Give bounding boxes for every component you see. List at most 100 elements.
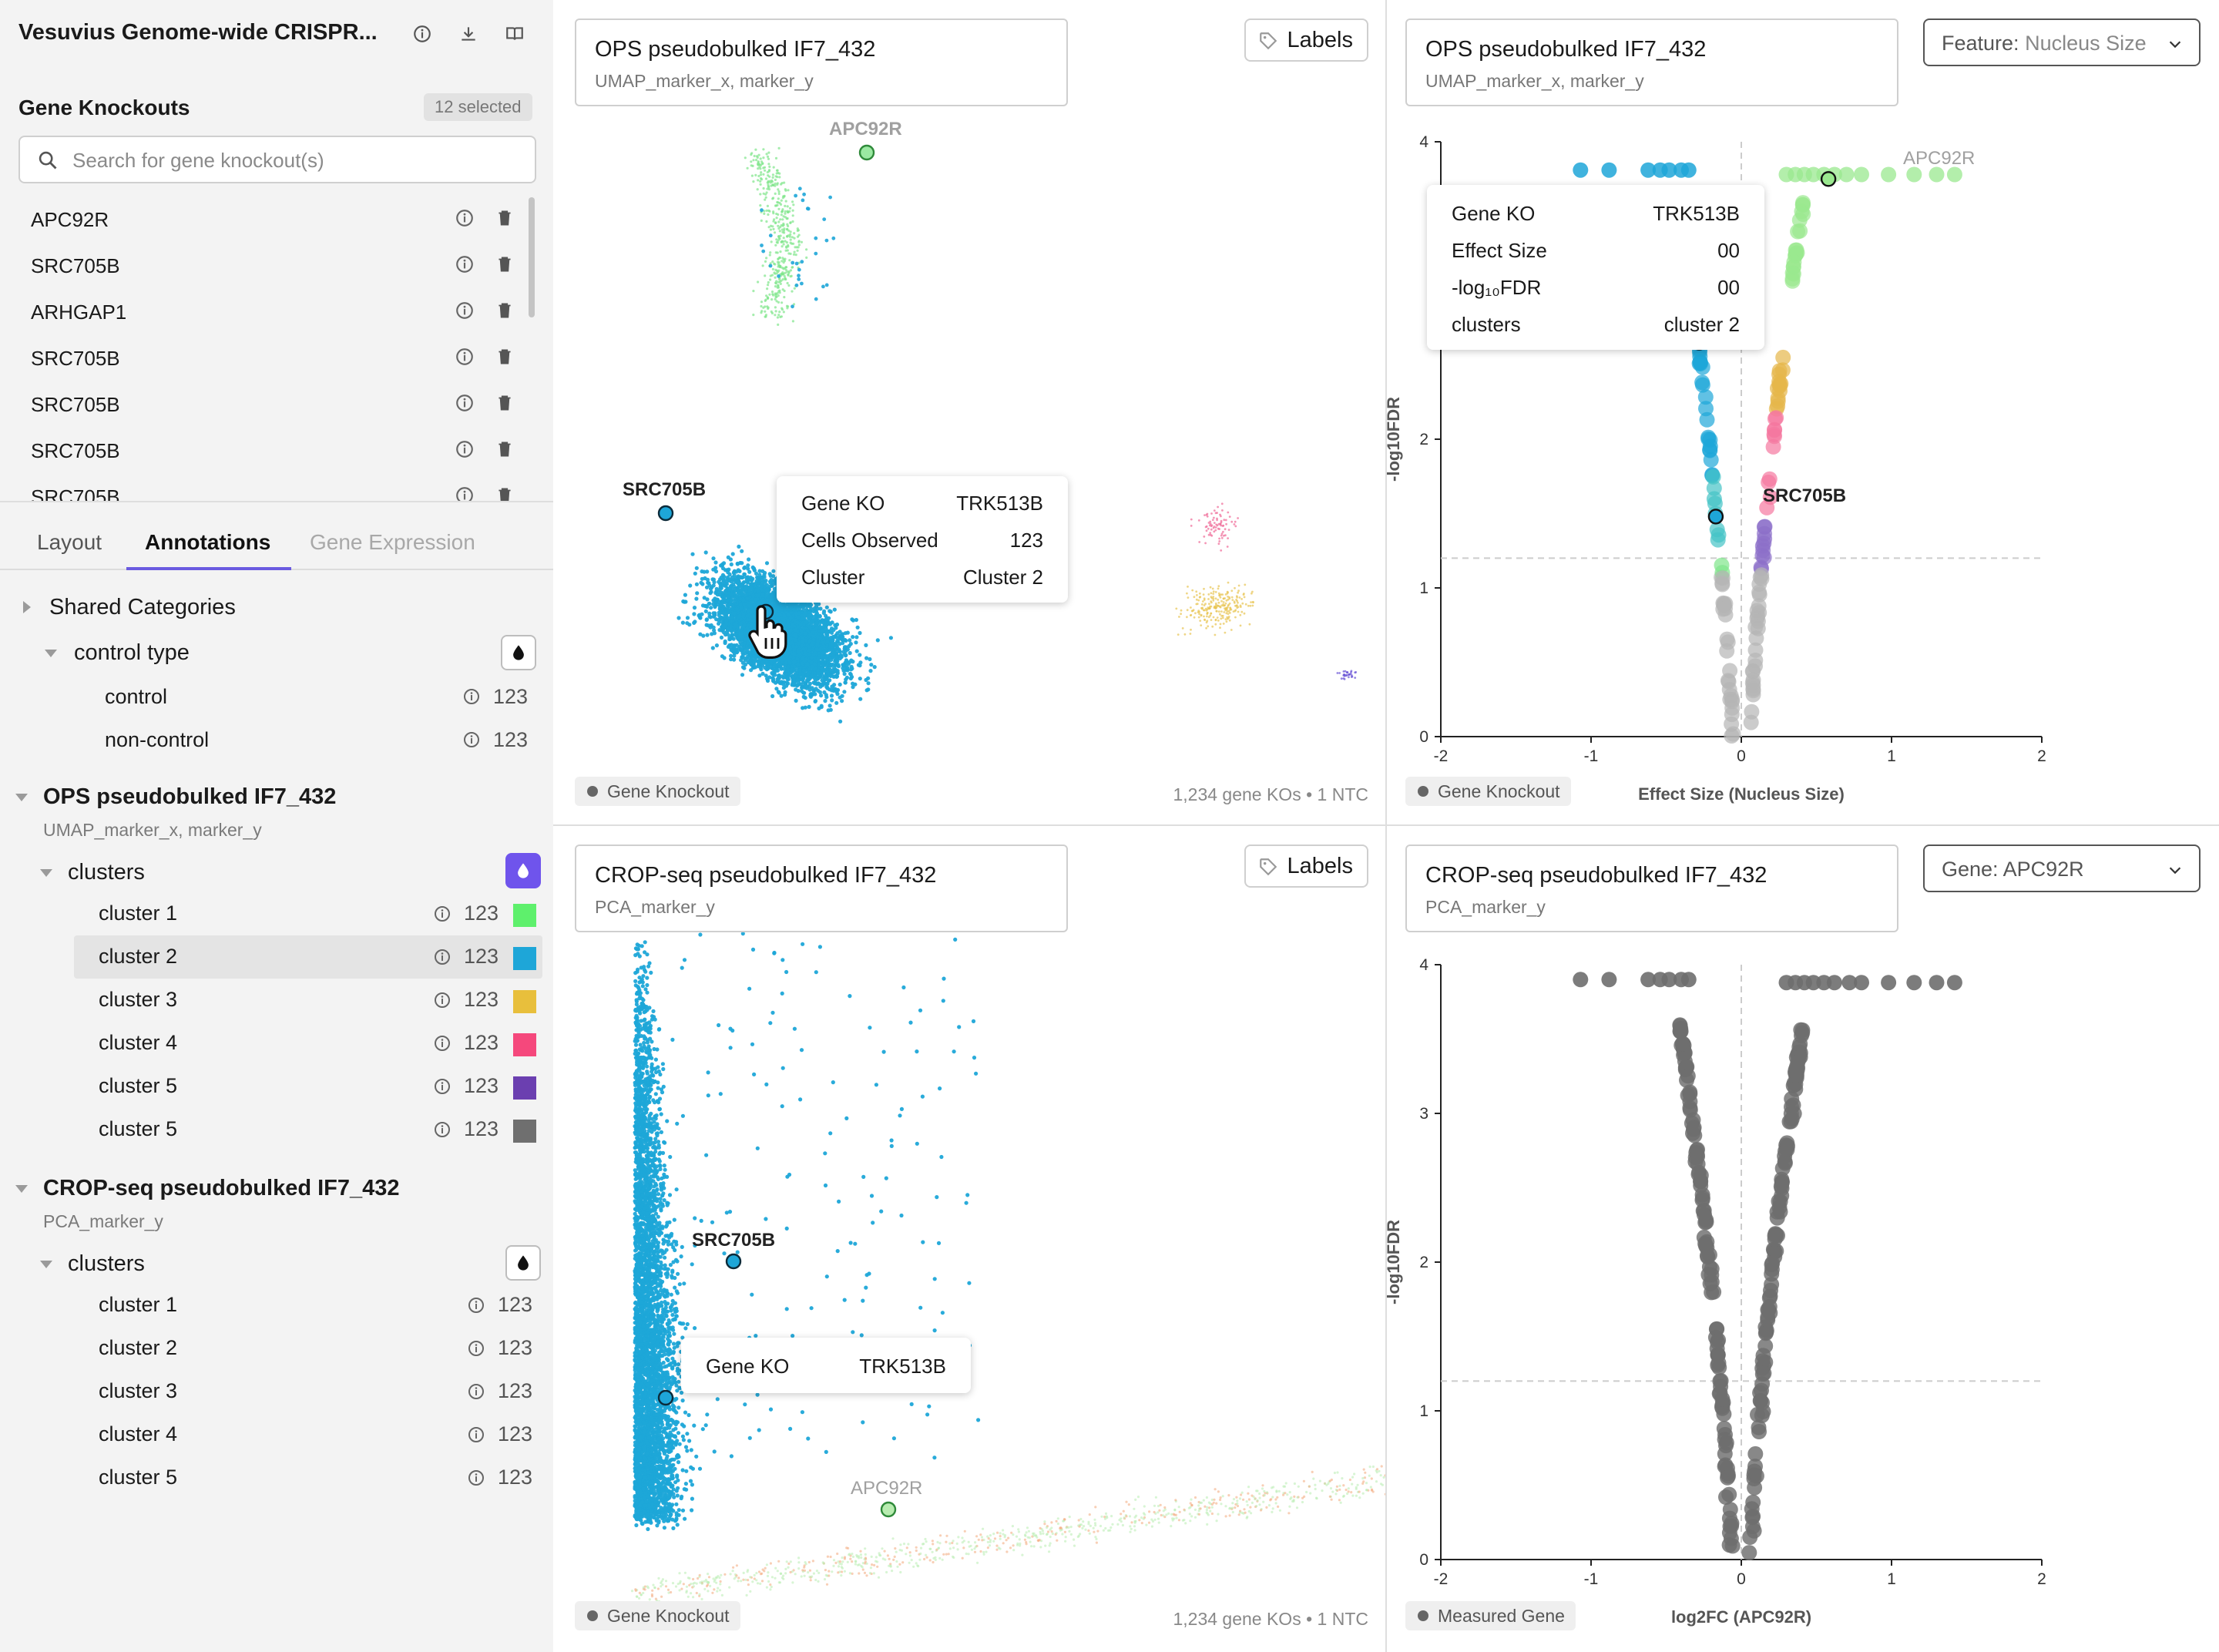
umap-point[interactable] bbox=[776, 690, 781, 694]
collapse-caret-icon[interactable] bbox=[15, 794, 28, 801]
umap-point[interactable] bbox=[703, 603, 707, 609]
umap-point[interactable] bbox=[727, 637, 732, 642]
umap-point[interactable] bbox=[703, 609, 708, 614]
umap-point[interactable] bbox=[795, 605, 800, 609]
umap-point[interactable] bbox=[800, 656, 804, 660]
crop-cluster-item[interactable]: cluster 5 bbox=[99, 1466, 178, 1489]
umap-point[interactable] bbox=[813, 699, 817, 704]
gene-search-input[interactable] bbox=[72, 145, 527, 176]
umap-point[interactable] bbox=[734, 576, 738, 581]
umap-point[interactable] bbox=[747, 557, 751, 562]
info-icon[interactable] bbox=[433, 1077, 452, 1096]
umap-point[interactable] bbox=[723, 639, 727, 644]
info-icon[interactable] bbox=[433, 905, 452, 923]
umap-point[interactable] bbox=[690, 552, 695, 556]
umap-point[interactable] bbox=[700, 576, 704, 581]
tab-annotations[interactable]: Annotations bbox=[145, 530, 271, 554]
umap-point[interactable] bbox=[858, 697, 863, 701]
info-icon[interactable] bbox=[467, 1382, 485, 1401]
ops-cluster-item[interactable]: cluster 5 bbox=[99, 1074, 178, 1097]
umap-point[interactable] bbox=[687, 623, 692, 627]
umap-point[interactable] bbox=[838, 682, 842, 687]
umap-point[interactable] bbox=[708, 615, 713, 620]
umap-point[interactable] bbox=[779, 693, 784, 698]
umap-point[interactable] bbox=[807, 704, 811, 710]
umap-point[interactable] bbox=[844, 649, 848, 653]
info-icon[interactable] bbox=[455, 254, 475, 274]
umap-point[interactable] bbox=[743, 662, 748, 667]
umap-point[interactable] bbox=[824, 693, 828, 697]
umap-point[interactable] bbox=[705, 633, 710, 637]
umap-point[interactable] bbox=[780, 674, 784, 679]
umap-point[interactable] bbox=[814, 613, 819, 618]
umap-point[interactable] bbox=[835, 631, 840, 636]
ops-clusters-group[interactable]: clusters bbox=[68, 860, 145, 885]
umap-point[interactable] bbox=[712, 628, 717, 633]
info-icon[interactable] bbox=[455, 439, 475, 459]
umap-point[interactable] bbox=[828, 609, 833, 614]
umap-point[interactable] bbox=[834, 622, 840, 627]
umap-point[interactable] bbox=[844, 638, 848, 643]
umap-point[interactable] bbox=[834, 660, 839, 665]
trash-icon[interactable] bbox=[495, 301, 515, 321]
crop-section-title[interactable]: CROP-seq pseudobulked IF7_432 bbox=[43, 1176, 400, 1200]
download-icon[interactable] bbox=[453, 18, 484, 49]
umap-point[interactable] bbox=[742, 572, 747, 576]
umap-point[interactable] bbox=[803, 602, 807, 607]
umap-point[interactable] bbox=[809, 643, 814, 647]
umap-point[interactable] bbox=[851, 685, 855, 690]
info-icon[interactable] bbox=[455, 301, 475, 321]
cluster-color-swatch[interactable] bbox=[513, 1076, 536, 1100]
umap-point[interactable] bbox=[783, 690, 787, 695]
umap-point[interactable] bbox=[838, 653, 843, 658]
trash-icon[interactable] bbox=[495, 393, 515, 413]
umap-point[interactable] bbox=[813, 692, 817, 697]
umap-point[interactable] bbox=[796, 683, 801, 687]
umap-point[interactable] bbox=[801, 706, 805, 710]
umap-point[interactable] bbox=[740, 652, 746, 657]
umap-point[interactable] bbox=[817, 614, 822, 619]
umap-point[interactable] bbox=[794, 632, 798, 637]
umap-point[interactable] bbox=[747, 569, 752, 574]
umap-point[interactable] bbox=[830, 620, 834, 625]
umap-point[interactable] bbox=[822, 621, 827, 626]
umap-point[interactable] bbox=[710, 646, 715, 650]
umap-point[interactable] bbox=[704, 585, 710, 589]
umap-point[interactable] bbox=[731, 570, 737, 576]
umap-point[interactable] bbox=[817, 706, 821, 711]
ops-cluster-item[interactable]: cluster 4 bbox=[99, 1031, 178, 1054]
cluster-color-swatch[interactable] bbox=[513, 947, 536, 970]
umap-point[interactable] bbox=[826, 708, 831, 713]
trash-icon[interactable] bbox=[495, 347, 515, 367]
umap-point[interactable] bbox=[768, 573, 773, 578]
umap-point[interactable] bbox=[811, 653, 816, 657]
umap-point[interactable] bbox=[824, 605, 829, 609]
umap-point[interactable] bbox=[725, 586, 730, 591]
umap-point[interactable] bbox=[729, 657, 734, 662]
umap-point[interactable] bbox=[843, 631, 848, 636]
umap-point[interactable] bbox=[739, 658, 744, 663]
umap-point[interactable] bbox=[694, 566, 699, 570]
trash-icon[interactable] bbox=[495, 439, 515, 459]
umap-point[interactable] bbox=[692, 612, 697, 616]
umap-point[interactable] bbox=[726, 555, 730, 560]
umap-point[interactable] bbox=[739, 647, 744, 653]
umap-point[interactable] bbox=[819, 703, 824, 708]
umap-point[interactable] bbox=[812, 681, 817, 686]
umap-point[interactable] bbox=[720, 562, 725, 567]
umap-point[interactable] bbox=[768, 579, 773, 584]
ops-umap-plot[interactable] bbox=[555, 0, 1385, 824]
umap-point[interactable] bbox=[843, 653, 848, 658]
info-icon[interactable] bbox=[433, 1034, 452, 1053]
umap-point[interactable] bbox=[851, 635, 855, 640]
umap-point[interactable] bbox=[729, 583, 734, 589]
ops-cluster-item[interactable]: cluster 5 bbox=[99, 1117, 178, 1140]
gene-knockout-row[interactable]: APC92R bbox=[0, 196, 532, 242]
crop-cluster-item[interactable]: cluster 1 bbox=[99, 1293, 178, 1316]
umap-point[interactable] bbox=[817, 690, 822, 695]
umap-point[interactable] bbox=[729, 562, 734, 567]
umap-point[interactable] bbox=[819, 693, 824, 698]
trash-icon[interactable] bbox=[495, 485, 515, 501]
shared-categories-title[interactable]: Shared Categories bbox=[49, 595, 236, 620]
book-icon[interactable] bbox=[499, 18, 530, 49]
